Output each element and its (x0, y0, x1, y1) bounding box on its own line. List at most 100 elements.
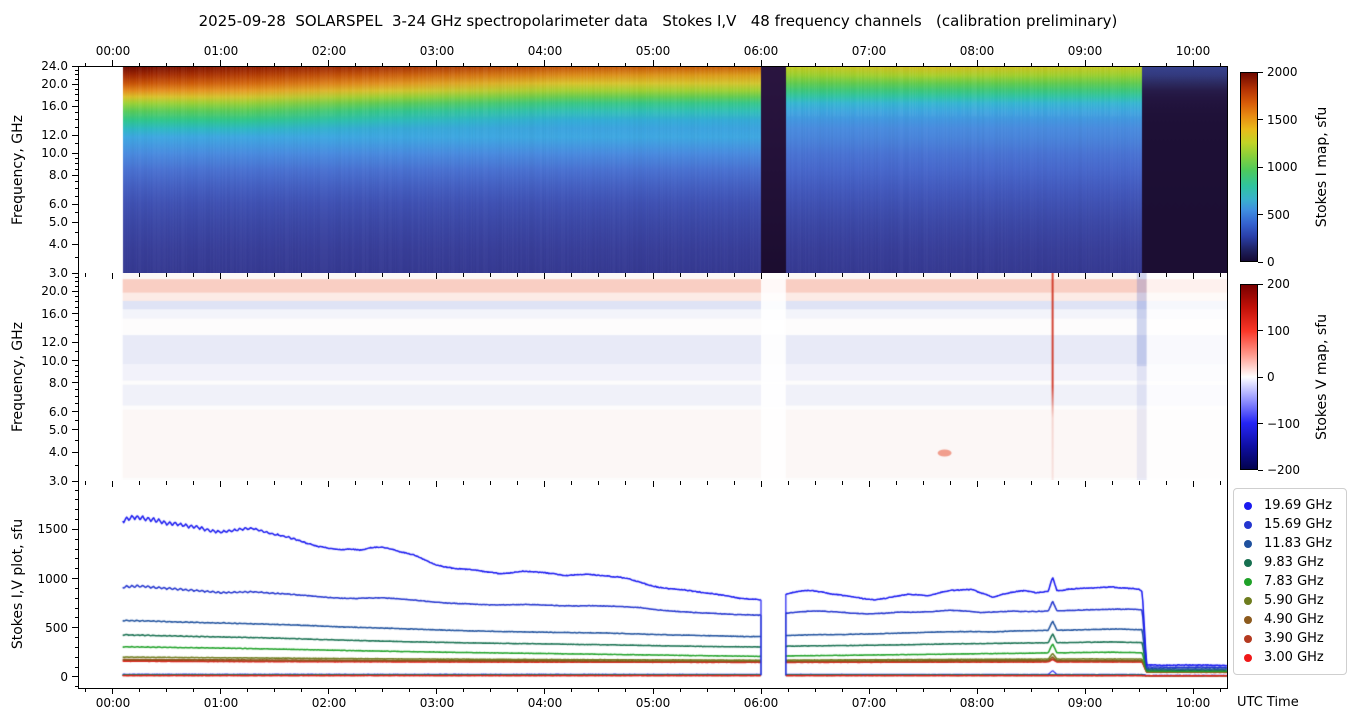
tick-mark (1111, 481, 1113, 485)
tick-mark (85, 62, 87, 66)
tick-mark (247, 62, 249, 66)
legend-marker-icon (1244, 558, 1252, 567)
legend-item[interactable]: 4.90 GHz (1244, 610, 1340, 629)
tick-mark (355, 481, 357, 485)
tick-mark (274, 62, 276, 66)
tick-mark (74, 181, 78, 183)
tick-mark (1111, 62, 1113, 66)
legend-item[interactable]: 3.90 GHz (1244, 629, 1340, 648)
tick-mark (1219, 688, 1221, 692)
tick-mark (139, 62, 141, 66)
tick-mark (949, 62, 951, 66)
tick-mark (409, 62, 411, 66)
legend-item[interactable]: 7.83 GHz (1244, 572, 1340, 591)
tick-mark (841, 481, 843, 485)
tick-mark (220, 688, 222, 694)
tick-mark (74, 395, 78, 397)
tick-mark (1258, 166, 1263, 168)
tick-mark (274, 688, 276, 692)
freq-tick-label: 16.0 (41, 99, 68, 114)
tick-mark (328, 273, 330, 279)
tick-mark (787, 62, 789, 66)
tick-mark (1084, 60, 1086, 66)
colorbar-tick-label: 1500 (1267, 112, 1298, 127)
tick-mark (72, 578, 78, 580)
tick-mark (74, 168, 78, 170)
tick-mark (706, 62, 708, 66)
tick-mark (328, 688, 330, 694)
legend-item[interactable]: 5.90 GHz (1244, 591, 1340, 610)
tick-mark (72, 429, 78, 431)
freq-tick-label: 20.0 (41, 284, 68, 299)
tick-mark (193, 62, 195, 66)
tick-mark (1192, 688, 1194, 694)
tick-mark (1219, 273, 1221, 277)
tick-mark (544, 688, 546, 694)
tick-mark (1258, 71, 1263, 73)
tick-mark (625, 481, 627, 485)
tick-mark (74, 499, 78, 501)
tick-mark (74, 465, 78, 467)
tick-mark (74, 558, 78, 560)
tick-mark (74, 333, 78, 335)
legend-item[interactable]: 3.00 GHz (1244, 648, 1340, 667)
tick-mark (74, 285, 78, 287)
tick-mark (301, 688, 303, 692)
tick-mark (922, 688, 924, 692)
tick-mark (166, 481, 168, 485)
legend-marker-icon (1244, 539, 1252, 548)
legend-label: 19.69 GHz (1264, 498, 1333, 513)
tick-mark (274, 273, 276, 277)
tick-mark (74, 157, 78, 159)
tick-mark (1165, 688, 1167, 692)
legend-item[interactable]: 11.83 GHz (1244, 534, 1340, 553)
tick-mark (1030, 481, 1032, 485)
legend-item[interactable]: 9.83 GHz (1244, 553, 1340, 572)
legend-marker-icon (1244, 596, 1252, 605)
legend-marker-icon (1244, 577, 1252, 586)
legend-marker-icon (1244, 615, 1252, 624)
tick-mark (1057, 481, 1059, 485)
value-tick-label: 1000 (37, 571, 68, 586)
panel2-y-axis-label: Frequency, GHz (10, 322, 26, 432)
legend-item[interactable]: 19.69 GHz (1244, 496, 1340, 515)
tick-mark (1138, 273, 1140, 277)
tick-mark (74, 319, 78, 321)
tick-mark (72, 528, 78, 530)
value-tick-label: 500 (45, 620, 68, 635)
tick-mark (193, 688, 195, 692)
legend-item[interactable]: 15.69 GHz (1244, 515, 1340, 534)
tick-mark (74, 519, 78, 521)
tick-mark (139, 688, 141, 692)
tick-mark (74, 112, 78, 114)
tick-mark (841, 273, 843, 277)
legend-label: 3.90 GHz (1264, 631, 1324, 646)
legend-label: 3.00 GHz (1264, 650, 1324, 665)
colorbar-tick-label: 2000 (1267, 65, 1298, 79)
tick-mark (74, 276, 78, 278)
stokes-v-colorbar (1240, 284, 1258, 470)
tick-mark (976, 60, 978, 66)
legend-label: 9.83 GHz (1264, 555, 1324, 570)
tick-mark (1219, 62, 1221, 66)
tick-mark (85, 481, 87, 485)
tick-mark (409, 273, 411, 277)
tick-mark (74, 568, 78, 570)
tick-mark (517, 481, 519, 485)
tick-mark (85, 688, 87, 692)
tick-mark (247, 273, 249, 277)
tick-mark (72, 243, 78, 245)
tick-mark (301, 481, 303, 485)
tick-mark (74, 538, 78, 540)
time-tick-label: 07:00 (851, 696, 887, 710)
tick-mark (1219, 481, 1221, 485)
tick-mark (72, 152, 78, 154)
time-tick-label: 01:00 (203, 696, 239, 710)
tick-mark (72, 676, 78, 678)
tick-mark (112, 60, 114, 66)
tick-mark (74, 94, 78, 96)
tick-mark (274, 481, 276, 485)
freq-tick-label: 4.0 (48, 445, 68, 460)
colorbar-tick-label: 0 (1267, 255, 1275, 269)
tick-mark (72, 411, 78, 413)
